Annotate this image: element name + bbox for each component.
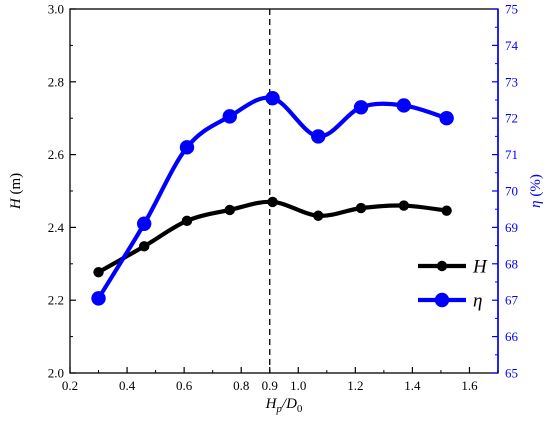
y-right-tick-label: 66 (505, 329, 519, 344)
data-point-h (267, 196, 278, 208)
data-point-h (355, 202, 367, 214)
legend-marker-eta (434, 292, 450, 308)
data-point-h (441, 205, 452, 216)
x-tick-label: 0.2 (62, 378, 78, 393)
y-left-tick-label: 2.0 (48, 366, 64, 381)
y-right-tick-label: 71 (505, 147, 518, 162)
y-axis-left-symbol: H (8, 197, 24, 210)
x-tick-label: 1.0 (290, 378, 306, 393)
y-axis-right-label: η (%) (528, 174, 544, 208)
y-right-tick-label: 67 (505, 293, 519, 308)
x-axis-label-h: H (265, 396, 278, 412)
x-axis: 0.2 0.4 0.6 0.8 0.9 1.0 1.2 1.4 1.6 (62, 367, 499, 393)
legend: Hη (418, 257, 488, 312)
y-right-tick-label: 75 (505, 2, 518, 17)
x-tick-label: 0.4 (119, 378, 136, 393)
y-left-tick-label: 3.0 (48, 2, 64, 17)
data-point-h (313, 210, 324, 221)
y-right-tick-label: 73 (505, 74, 518, 89)
data-point-eta (265, 90, 280, 106)
data-point-eta (311, 129, 326, 144)
y-left-tick-label: 2.8 (48, 74, 64, 89)
x-axis-label-sub-0: 0 (297, 403, 303, 415)
y-right-tick-label: 72 (505, 111, 518, 126)
y-left-tick-label: 2.6 (48, 147, 65, 162)
x-tick-label: 0.8 (233, 378, 249, 393)
y-right-tick-label: 65 (505, 366, 518, 381)
left-axis: 2.0 2.2 2.4 2.6 2.8 3.0 (48, 2, 76, 381)
data-point-eta (136, 216, 152, 231)
data-point-h (93, 266, 104, 278)
legend-label-eta: η (473, 291, 482, 312)
series-layer (91, 90, 454, 306)
y-axis-left-label: H (m) (8, 173, 24, 210)
plot-frame (69, 8, 499, 374)
data-point-eta (222, 109, 237, 124)
x-tick-label: 1.4 (404, 378, 421, 393)
x-tick-label: 1.2 (347, 378, 363, 393)
right-axis: 65 66 67 68 69 70 71 72 73 74 75 (492, 2, 519, 381)
y-axis-right-unit: (%) (528, 174, 544, 200)
x-axis-label-sub-p: p (275, 403, 282, 415)
x-axis-label-slash-d: /D (281, 396, 297, 412)
data-point-h (398, 200, 410, 211)
data-point-eta (439, 111, 454, 126)
y-right-tick-label: 70 (505, 184, 518, 199)
y-left-tick-label: 2.4 (48, 220, 65, 235)
data-point-eta (396, 98, 412, 113)
legend-label-h: H (472, 257, 488, 278)
y-axis-right-symbol: η (528, 200, 544, 207)
y-axis-left-unit: (m) (8, 173, 24, 198)
data-point-eta (91, 291, 106, 306)
data-point-h (224, 204, 235, 216)
y-right-tick-label: 74 (505, 38, 519, 53)
y-right-tick-label: 68 (505, 256, 518, 271)
data-point-eta (353, 100, 369, 115)
data-point-h (181, 215, 193, 227)
data-point-h (138, 241, 150, 252)
x-axis-label: Hp/D0 (265, 396, 303, 415)
data-point-eta (179, 140, 195, 155)
y-left-tick-label: 2.2 (48, 293, 64, 308)
legend-marker-h (436, 260, 448, 272)
x-tick-label: 0.6 (176, 378, 193, 393)
y-right-tick-label: 69 (505, 220, 518, 235)
x-tick-label: 0.9 (262, 378, 278, 393)
x-tick-label: 1.6 (461, 378, 478, 393)
